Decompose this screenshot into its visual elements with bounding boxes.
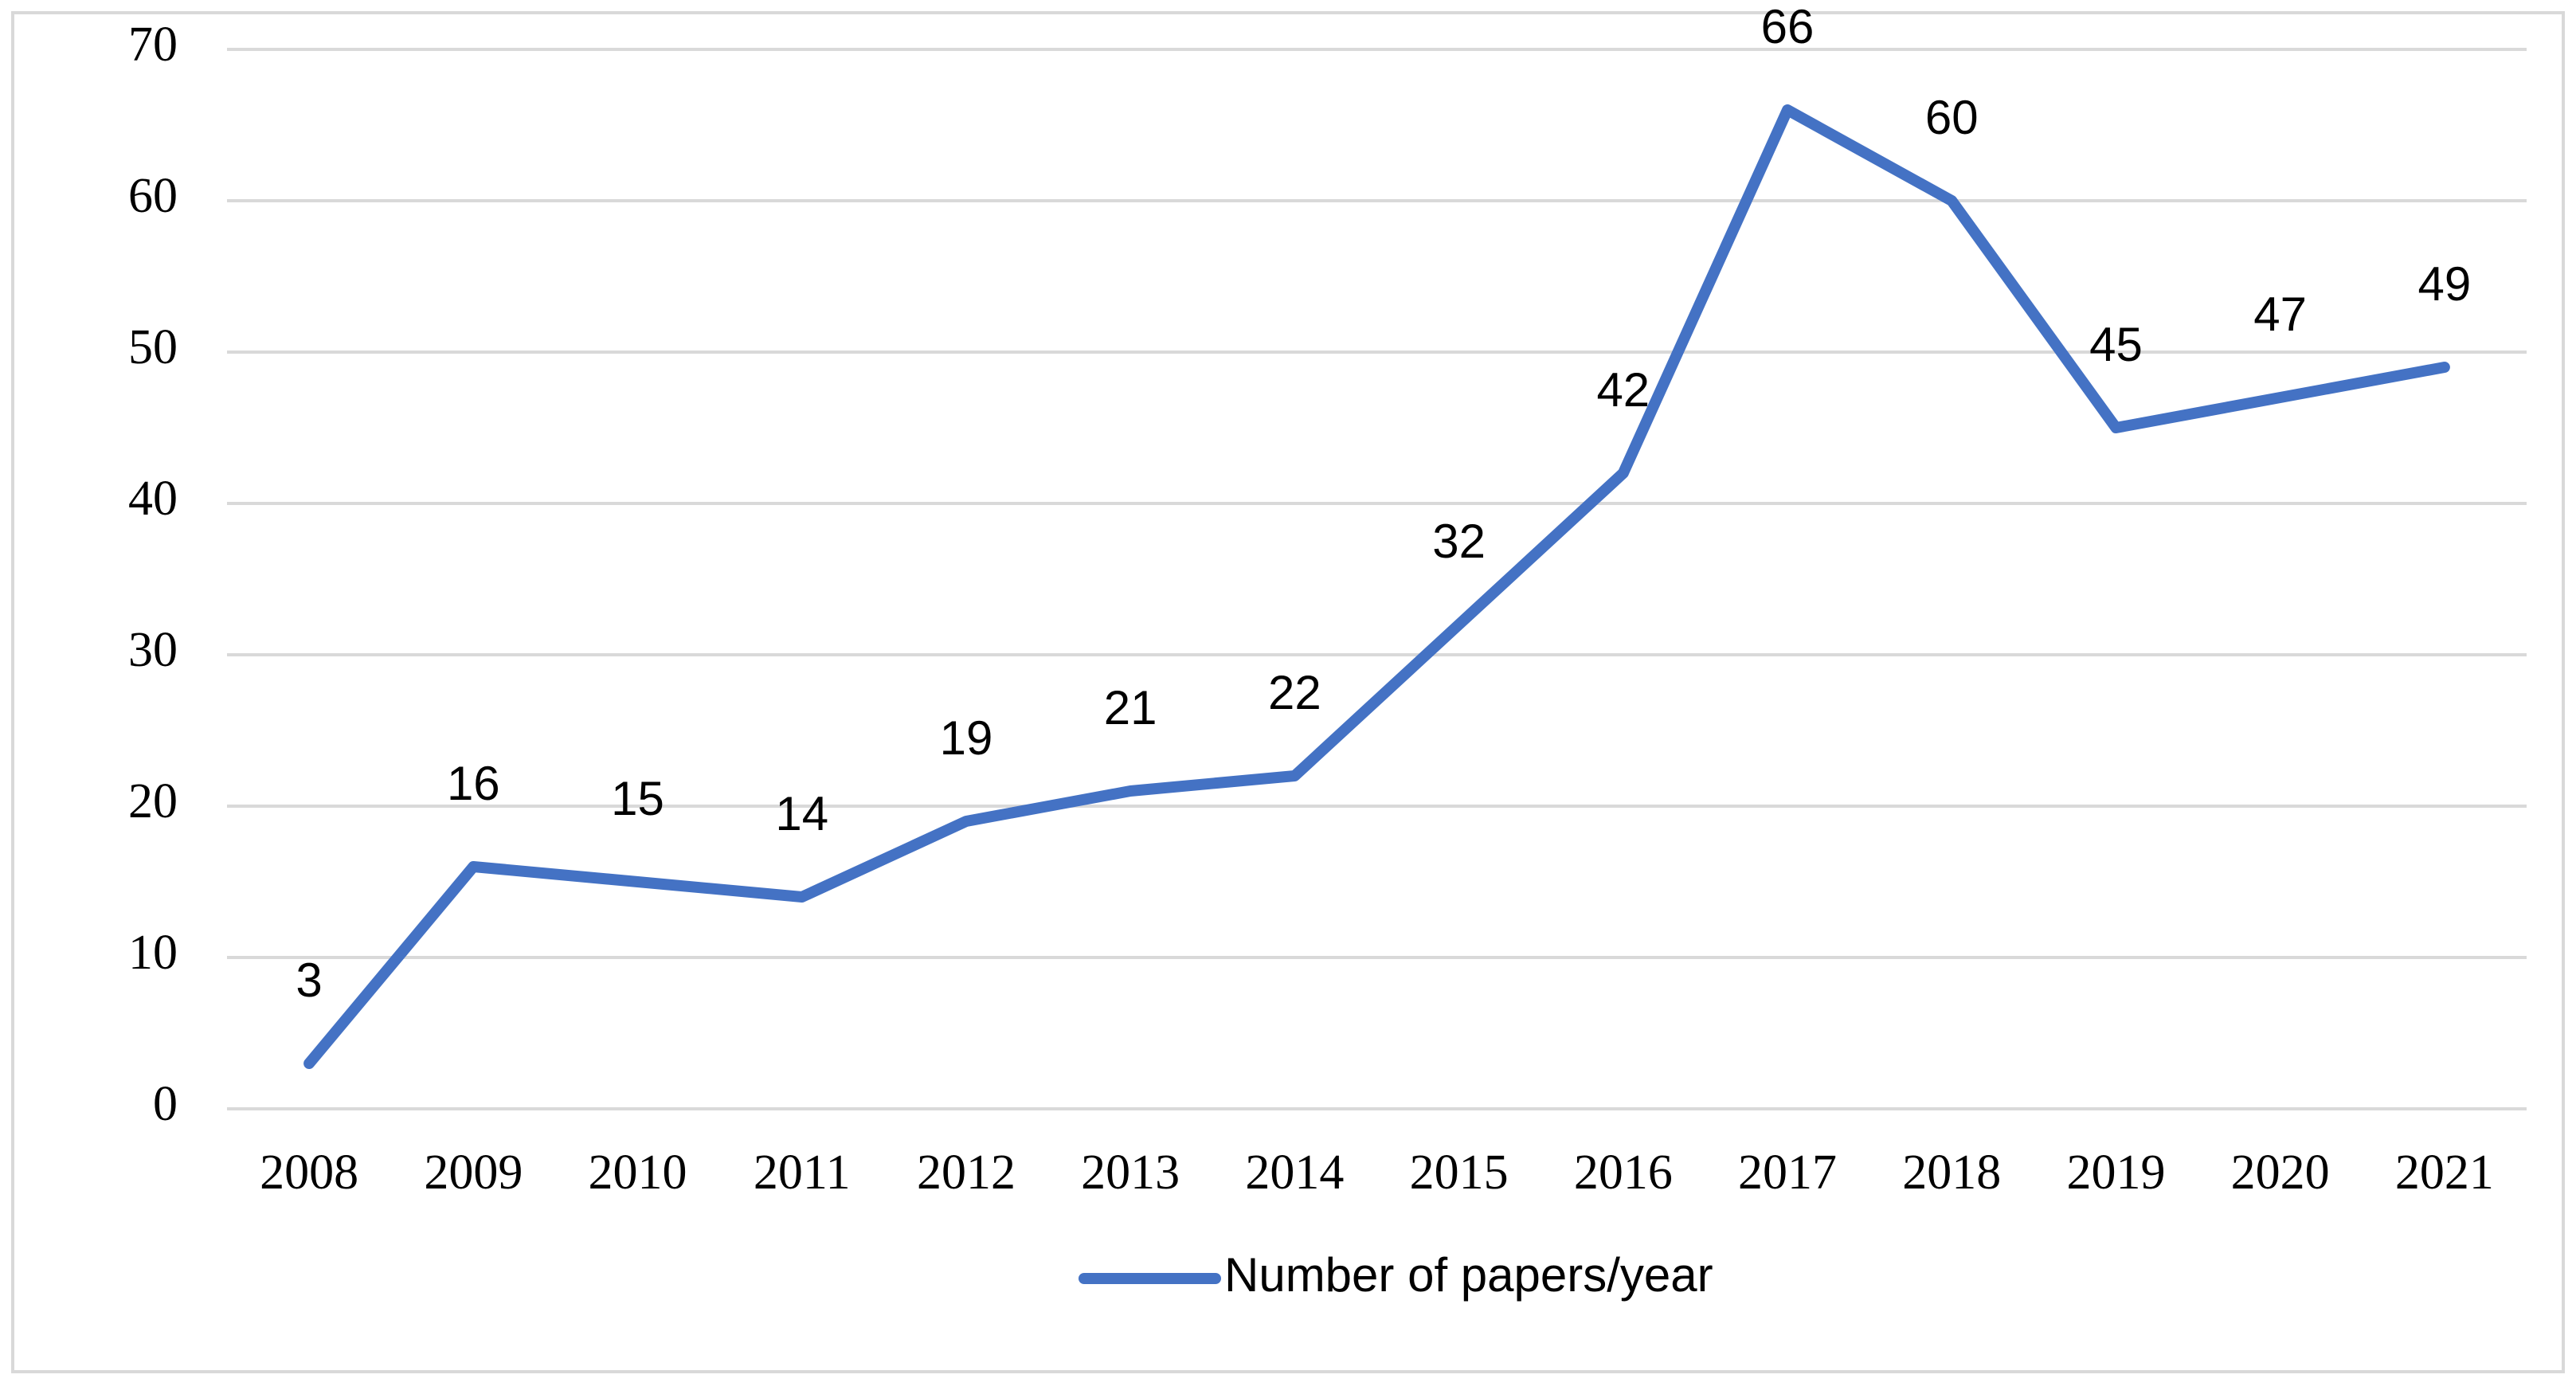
x-tick-label: 2019 [2066, 1145, 2165, 1200]
legend-label: Number of papers/year [1224, 1248, 1713, 1302]
y-tick-label: 60 [128, 169, 178, 223]
y-tick-label: 50 [128, 320, 178, 374]
x-tick-label: 2018 [1902, 1145, 2001, 1200]
x-tick-label: 2016 [1574, 1145, 1673, 1200]
data-label: 42 [1596, 363, 1650, 417]
data-label: 66 [1761, 0, 1815, 53]
y-tick-label: 30 [128, 623, 178, 677]
data-label: 49 [2418, 257, 2472, 311]
data-label: 14 [775, 787, 828, 840]
data-label: 3 [296, 954, 322, 1007]
x-tick-label: 2008 [260, 1145, 358, 1200]
chart-border [11, 11, 2565, 1373]
x-tick-label: 2020 [2231, 1145, 2330, 1200]
data-label: 60 [1925, 91, 1979, 144]
y-tick-label: 10 [128, 926, 178, 980]
y-tick-label: 40 [128, 472, 178, 526]
x-tick-label: 2010 [589, 1145, 687, 1200]
data-label: 32 [1432, 515, 1486, 568]
data-label: 15 [611, 772, 664, 825]
x-tick-label: 2011 [754, 1145, 851, 1200]
x-tick-label: 2013 [1081, 1145, 1180, 1200]
x-tick-label: 2015 [1410, 1145, 1509, 1200]
data-label: 45 [2089, 318, 2143, 371]
data-label: 19 [940, 711, 993, 765]
x-tick-label: 2017 [1738, 1145, 1837, 1200]
x-tick-label: 2014 [1245, 1145, 1344, 1200]
data-label: 21 [1104, 681, 1157, 734]
x-tick-label: 2012 [917, 1145, 1016, 1200]
y-tick-label: 70 [128, 18, 178, 72]
data-label: 47 [2253, 288, 2307, 341]
data-label: 16 [447, 757, 500, 810]
y-tick-label: 20 [128, 774, 178, 828]
x-tick-label: 2021 [2395, 1145, 2494, 1200]
data-line [303, 104, 2450, 1069]
data-label: 22 [1268, 666, 1321, 719]
x-tick-label: 2009 [424, 1145, 523, 1200]
y-tick-label: 0 [153, 1077, 178, 1131]
